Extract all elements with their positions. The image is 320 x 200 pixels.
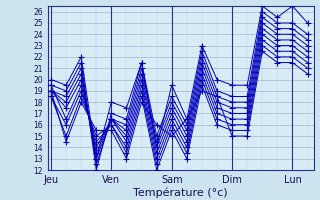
X-axis label: Température (°c): Température (°c): [133, 188, 228, 198]
